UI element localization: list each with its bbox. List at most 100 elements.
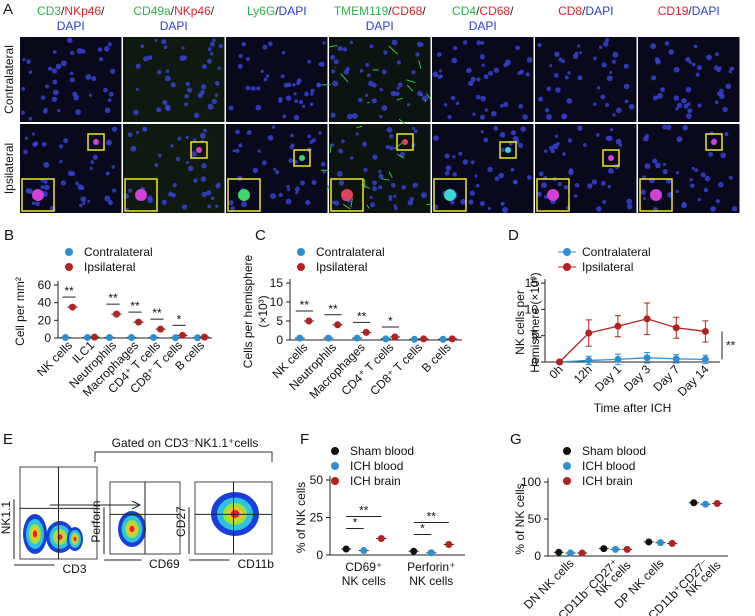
cell xyxy=(93,139,99,145)
nucleus xyxy=(237,175,243,181)
nucleus xyxy=(689,178,693,182)
nucleus xyxy=(278,99,282,104)
nucleus xyxy=(652,158,658,164)
header-part: / xyxy=(422,4,426,18)
legend-label: ICH blood xyxy=(582,459,635,473)
inset xyxy=(705,133,723,151)
micrograph xyxy=(123,37,225,122)
nucleus xyxy=(541,182,547,189)
sig-label: ** xyxy=(359,504,369,518)
legend-marker xyxy=(563,462,571,470)
nucleus xyxy=(683,103,689,109)
nucleus xyxy=(235,129,240,135)
nucleus xyxy=(351,113,358,119)
nucleus xyxy=(697,65,702,71)
nucleus xyxy=(355,132,359,136)
dot xyxy=(334,321,342,329)
dot xyxy=(324,334,332,342)
y-tick-label: 0 xyxy=(531,355,538,369)
header-part: / xyxy=(171,4,175,18)
nucleus xyxy=(369,195,373,200)
dot xyxy=(382,335,390,343)
nucleus xyxy=(237,63,243,69)
nucleus xyxy=(105,171,110,176)
panel-letter: F xyxy=(300,431,309,448)
column-header: DAPI xyxy=(160,19,188,33)
dot xyxy=(91,333,99,341)
nucleus xyxy=(218,43,224,49)
x-tick-label: CD69⁺ xyxy=(345,560,382,574)
nucleus xyxy=(170,144,174,148)
y-axis-label: Hemisphere (×10³) xyxy=(528,272,542,372)
nucleus xyxy=(624,99,629,104)
header-part: CD68 xyxy=(392,4,423,18)
nucleus xyxy=(193,178,198,183)
cell xyxy=(505,147,511,153)
gate-bracket xyxy=(94,451,273,462)
nucleus xyxy=(693,44,698,49)
sig-label: * xyxy=(177,312,182,326)
nucleus xyxy=(724,132,729,137)
nucleus xyxy=(558,57,563,62)
nucleus xyxy=(332,80,339,87)
nucleus xyxy=(184,93,189,99)
nucleus xyxy=(52,50,57,54)
legend-label: ICH brain xyxy=(582,474,633,488)
nucleus xyxy=(31,132,35,136)
dot xyxy=(61,334,69,342)
nucleus xyxy=(407,199,414,206)
nucleus xyxy=(717,181,724,188)
dot xyxy=(113,310,121,318)
nucleus xyxy=(31,201,36,205)
nucleus xyxy=(136,130,140,135)
sig-label: * xyxy=(388,314,393,328)
nucleus xyxy=(436,52,442,57)
nucleus xyxy=(60,180,67,186)
nucleus xyxy=(577,125,583,131)
nucleus xyxy=(714,52,719,57)
nucleus xyxy=(135,87,139,92)
nucleus xyxy=(480,114,485,120)
legend-marker xyxy=(563,248,571,256)
dot xyxy=(69,303,77,311)
nucleus xyxy=(728,175,733,180)
legend-marker xyxy=(563,447,571,455)
nucleus xyxy=(82,202,86,206)
nucleus xyxy=(466,67,472,74)
nucleus xyxy=(548,145,554,151)
x-tick-label: Day 3 xyxy=(621,362,653,394)
nucleus xyxy=(73,94,80,101)
dot xyxy=(600,545,608,553)
header-part: NKp46 xyxy=(174,4,211,18)
inset xyxy=(602,149,620,167)
legend-marker xyxy=(65,263,73,271)
nucleus xyxy=(609,128,614,132)
nucleus xyxy=(554,51,560,57)
nucleus xyxy=(397,82,403,88)
inset xyxy=(293,149,311,167)
cell xyxy=(650,189,662,201)
nucleus xyxy=(52,79,58,85)
panel-letter: B xyxy=(4,227,14,244)
panel-letter: D xyxy=(508,227,519,244)
x-axis-label: Time after ICH xyxy=(594,401,672,415)
nucleus xyxy=(91,76,97,82)
nucleus xyxy=(493,126,499,131)
x-tick-label: Day 14 xyxy=(675,362,712,399)
nucleus xyxy=(156,69,162,75)
nucleus xyxy=(591,179,598,185)
nucleus xyxy=(350,156,354,160)
nucleus xyxy=(52,89,59,96)
x-tick-label: NK cells xyxy=(34,338,75,379)
dot xyxy=(105,334,113,342)
nucleus xyxy=(63,138,69,144)
nucleus xyxy=(135,63,141,69)
nucleus xyxy=(215,204,219,208)
inset xyxy=(87,133,105,151)
inset xyxy=(330,178,364,212)
nucleus xyxy=(193,138,197,142)
dot xyxy=(612,545,619,553)
nucleus xyxy=(538,96,544,102)
column-header: CD4/CD68/ xyxy=(452,4,514,18)
x-tick-label: B cells xyxy=(419,340,454,375)
